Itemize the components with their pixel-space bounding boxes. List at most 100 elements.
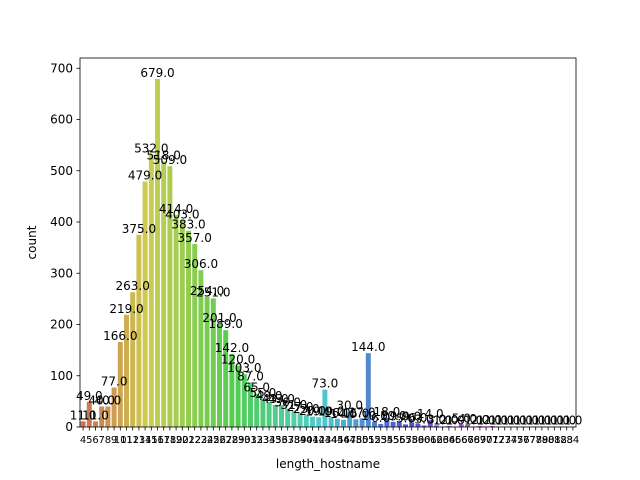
bar-value-label: 40.0 [95, 394, 122, 408]
bar-value-label: 375.0 [122, 222, 156, 236]
bar-26 [217, 323, 222, 427]
x-tick-label: 40 [300, 435, 313, 446]
bar-value-label: 43.0 [262, 392, 289, 406]
bar-value-label: 1.0 [557, 413, 576, 427]
bar-value-label: 4.0 [458, 412, 477, 426]
x-tick-label: 43 [319, 435, 332, 446]
bar-30 [241, 374, 247, 427]
bar-value-label: 49.0 [256, 389, 283, 403]
bar-value-label: 9.0 [402, 409, 421, 423]
x-tick-label: 31 [244, 435, 257, 446]
bar-value-label: 1.0 [489, 413, 508, 427]
bar-5 [86, 401, 92, 427]
bar-value-label: 16.0 [324, 406, 351, 420]
x-axis-label: length_hostname [276, 457, 380, 471]
bar-value-label: 17.0 [349, 405, 376, 419]
bar-53 [378, 423, 384, 427]
x-tick-label: 48 [350, 435, 363, 446]
bar-28 [229, 354, 235, 427]
x-tick-label: 10 [114, 435, 127, 446]
bar-value-label: 2.0 [483, 413, 502, 427]
x-tick-label: 36 [275, 435, 288, 446]
bar-value-label: 189.0 [209, 317, 243, 331]
plot-frame [79, 57, 577, 428]
x-tick-label: 50 [356, 435, 369, 446]
bar-54 [384, 417, 390, 427]
bar-value-label: 219.0 [109, 302, 143, 316]
bar-14 [142, 181, 148, 427]
bar-value-label: 40.0 [88, 394, 115, 408]
bar-22 [192, 244, 198, 427]
bar-value-label: 6.0 [371, 411, 390, 425]
x-tick-label: 29 [232, 435, 245, 446]
x-tick-label: 65 [449, 435, 462, 446]
bar-value-label: 1.0 [520, 413, 539, 427]
bar-value-label: 120.0 [221, 353, 255, 367]
bar-57 [403, 424, 408, 427]
x-tick-label: 53 [374, 435, 387, 446]
x-tick-label: 16 [151, 435, 164, 446]
bar-value-label: 509.0 [153, 153, 187, 167]
bar-value-label: 1.0 [477, 413, 496, 427]
x-tick-label: 25 [207, 435, 220, 446]
bar-15 [148, 154, 154, 427]
bar-45 [334, 418, 340, 427]
x-axis: 4 5 6 7 8 91011121314151617181920212223242526… [80, 427, 579, 446]
y-tick-label: 200 [50, 318, 73, 332]
x-tick-label: 73 [498, 435, 511, 446]
bar-42 [316, 417, 322, 427]
x-tick-label: 66 [455, 435, 468, 446]
x-tick-label: 55 [387, 435, 400, 446]
bar-62 [434, 425, 439, 427]
bar-value-label: 1.0 [464, 413, 483, 427]
bar-71 [489, 425, 495, 427]
x-tick-label: 9 [111, 435, 117, 446]
x-tick-label: 14 [139, 435, 152, 446]
bar-value-label: 1.0 [526, 413, 545, 427]
bar-7 [99, 406, 105, 427]
bar-6 [93, 421, 98, 427]
bar-value-label: 144.0 [351, 340, 385, 354]
x-tick-label: 20 [176, 435, 189, 446]
x-tick-label: 18 [164, 435, 177, 446]
bar-labels-group: 11.0 49.0 11.040.040.0 77.0 166.0 219.0 263.0 3… [70, 66, 583, 427]
bars-group [80, 79, 576, 428]
bar-58 [409, 422, 415, 427]
x-tick-label: 21 [182, 435, 195, 446]
x-tick-label: 75 [511, 435, 524, 446]
bar-value-label: 5.0 [396, 411, 415, 425]
y-axis-label: count [25, 225, 39, 259]
x-tick-label: 83 [560, 435, 573, 446]
bar-48 [353, 419, 359, 427]
bar-value-label: 10.0 [361, 409, 388, 423]
bar-41 [310, 416, 315, 427]
bar-value-label: 65.0 [243, 381, 270, 395]
x-tick-label: 56 [393, 435, 406, 446]
bar-51 [365, 353, 371, 427]
bar-value-label: 383.0 [171, 218, 205, 232]
bar-12 [130, 292, 136, 427]
x-tick-label: 19 [170, 435, 183, 446]
x-tick-label: 64 [443, 435, 456, 446]
x-tick-label: 74 [505, 435, 518, 446]
x-tick-label: 77 [523, 435, 536, 446]
x-tick-label: 46 [337, 435, 350, 446]
bar-21 [186, 230, 191, 427]
bar-20 [179, 220, 185, 427]
bar-33 [260, 398, 266, 427]
x-tick-label: 67 [461, 435, 474, 446]
bar-17 [161, 161, 167, 427]
bar-4 [80, 421, 86, 427]
x-tick-label: 58 [405, 435, 418, 446]
bar-value-label: 6.0 [408, 411, 427, 425]
x-tick-label: 80 [542, 435, 555, 446]
bar-value-label: 679.0 [140, 66, 174, 80]
y-axis: 0 100 200 300 400 500 600 700 [50, 61, 80, 434]
bar-value-label: 254.0 [190, 284, 224, 298]
bar-13 [136, 234, 142, 427]
x-tick-label: 71 [486, 435, 499, 446]
bar-25 [210, 298, 216, 427]
bar-value-label: 43.0 [268, 392, 295, 406]
bar-32 [254, 393, 260, 427]
